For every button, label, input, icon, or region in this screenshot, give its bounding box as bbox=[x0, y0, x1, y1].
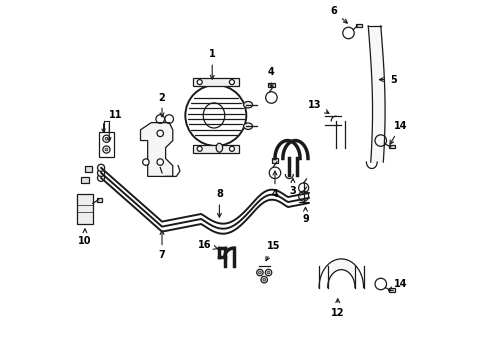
Circle shape bbox=[97, 174, 104, 181]
Ellipse shape bbox=[243, 102, 252, 108]
Text: 10: 10 bbox=[78, 229, 91, 246]
Text: 2: 2 bbox=[158, 93, 165, 117]
Bar bbox=[388, 145, 394, 148]
Circle shape bbox=[197, 80, 202, 85]
Circle shape bbox=[265, 269, 271, 276]
Bar bbox=[77, 194, 93, 224]
Bar bbox=[267, 83, 274, 87]
Bar bbox=[85, 166, 92, 172]
Text: 6: 6 bbox=[330, 6, 346, 23]
Bar bbox=[192, 78, 239, 86]
Bar bbox=[192, 145, 239, 153]
Bar bbox=[99, 132, 113, 157]
Text: 1: 1 bbox=[208, 49, 215, 79]
Circle shape bbox=[157, 159, 163, 165]
Polygon shape bbox=[140, 123, 172, 176]
Bar bbox=[81, 177, 88, 183]
Text: 4: 4 bbox=[267, 67, 274, 88]
Circle shape bbox=[229, 146, 234, 151]
Text: 7: 7 bbox=[158, 231, 165, 260]
Circle shape bbox=[229, 80, 234, 85]
Ellipse shape bbox=[216, 143, 222, 152]
Circle shape bbox=[97, 169, 104, 176]
Text: 13: 13 bbox=[307, 100, 328, 113]
Text: 14: 14 bbox=[389, 121, 407, 144]
Circle shape bbox=[256, 269, 263, 276]
Text: 9: 9 bbox=[302, 207, 308, 224]
Circle shape bbox=[258, 271, 261, 274]
Circle shape bbox=[102, 146, 110, 153]
Circle shape bbox=[105, 148, 108, 151]
Circle shape bbox=[105, 137, 108, 140]
Circle shape bbox=[262, 278, 265, 281]
Text: 14: 14 bbox=[387, 279, 407, 291]
Text: 16: 16 bbox=[198, 239, 217, 249]
Bar bbox=[271, 158, 278, 163]
Text: 5: 5 bbox=[379, 75, 396, 85]
Circle shape bbox=[102, 135, 110, 142]
Circle shape bbox=[97, 164, 104, 171]
Circle shape bbox=[157, 130, 163, 136]
Circle shape bbox=[142, 159, 149, 165]
Text: 12: 12 bbox=[330, 299, 344, 318]
Circle shape bbox=[261, 276, 267, 283]
Text: 8: 8 bbox=[216, 189, 223, 217]
Text: 3: 3 bbox=[289, 179, 296, 196]
Bar bbox=[97, 198, 102, 202]
Ellipse shape bbox=[243, 123, 252, 130]
Text: 15: 15 bbox=[265, 241, 279, 261]
Text: 4: 4 bbox=[271, 171, 278, 199]
Circle shape bbox=[266, 271, 269, 274]
Bar bbox=[355, 24, 362, 27]
Text: 11: 11 bbox=[108, 111, 122, 121]
Bar bbox=[388, 288, 394, 292]
Circle shape bbox=[197, 146, 202, 151]
